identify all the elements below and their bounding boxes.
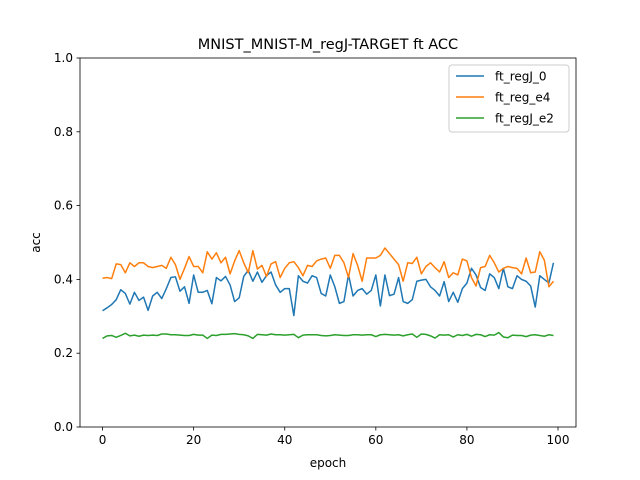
y-axis: 0.0 0.2 0.4 0.6 0.8 1.0 bbox=[54, 51, 80, 434]
legend-label: ft_regJ_e2 bbox=[495, 112, 554, 126]
series-line-ft-regj-e2 bbox=[102, 331, 554, 340]
y-tick-label: 0.4 bbox=[54, 272, 73, 286]
y-tick-label: 0.0 bbox=[54, 420, 73, 434]
chart-title: MNIST_MNIST-M_regJ-TARGET ft ACC bbox=[198, 37, 458, 53]
x-tick-label: 40 bbox=[277, 433, 292, 447]
x-tick-label: 100 bbox=[547, 433, 570, 447]
y-axis-label: acc bbox=[29, 232, 43, 253]
legend-box bbox=[448, 64, 570, 133]
series-lines bbox=[102, 247, 555, 340]
x-tick-label: 20 bbox=[186, 433, 201, 447]
x-tick-label: 80 bbox=[459, 433, 474, 447]
x-tick-label: 0 bbox=[99, 433, 107, 447]
legend-label: ft_regJ_0 bbox=[495, 70, 547, 84]
x-axis: 0 20 40 60 80 100 bbox=[99, 427, 570, 447]
plot-frame bbox=[79, 57, 577, 428]
x-axis-label: epoch bbox=[310, 456, 347, 470]
series-line-ft-reg-e4 bbox=[102, 247, 555, 288]
legend: ft_regJ_0 ft_reg_e4 ft_regJ_e2 bbox=[448, 64, 570, 133]
legend-label: ft_reg_e4 bbox=[495, 91, 550, 105]
y-tick-label: 0.6 bbox=[54, 199, 73, 213]
legend-items: ft_regJ_0 ft_reg_e4 ft_regJ_e2 bbox=[456, 70, 554, 126]
y-tick-label: 1.0 bbox=[54, 51, 73, 65]
y-tick-label: 0.2 bbox=[54, 346, 73, 360]
x-tick-label: 60 bbox=[368, 433, 383, 447]
series-line-ft-regj-0 bbox=[102, 262, 555, 317]
y-tick-label: 0.8 bbox=[54, 125, 73, 139]
